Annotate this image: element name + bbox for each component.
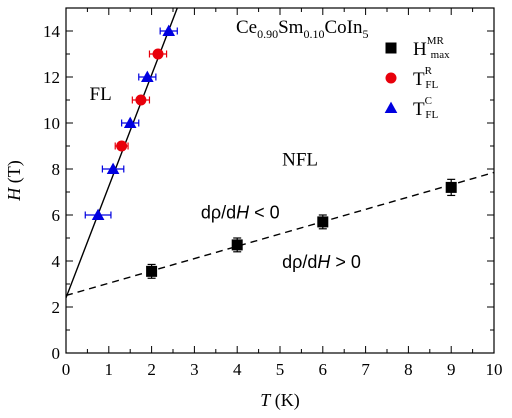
annotation-label: dρ/dH < 0 — [201, 202, 280, 222]
x-tick-label: 8 — [404, 360, 413, 379]
data-point-triangle — [140, 70, 154, 83]
x-tick-label: 7 — [361, 360, 370, 379]
data-point-triangle — [106, 162, 120, 175]
y-tick-label: 2 — [52, 298, 61, 317]
compound-label: Ce0.90Sm0.10CoIn5 — [236, 17, 368, 41]
data-point-triangle — [162, 24, 176, 37]
x-tick-label: 9 — [447, 360, 456, 379]
y-tick-label: 8 — [52, 160, 61, 179]
x-tick-label: 6 — [319, 360, 328, 379]
x-tick-label: 1 — [105, 360, 114, 379]
y-tick-label: 4 — [52, 252, 61, 271]
x-tick-label: 0 — [62, 360, 71, 379]
x-axis-label: T (K) — [260, 390, 300, 411]
y-tick-label: 14 — [43, 22, 61, 41]
data-point-square — [146, 265, 158, 277]
data-point-square — [317, 216, 329, 228]
y-tick-label: 12 — [43, 68, 60, 87]
annotation-label: NFL — [282, 150, 318, 171]
y-tick-label: 0 — [52, 344, 61, 363]
data-point-triangle — [91, 208, 105, 221]
data-point-square — [231, 239, 243, 251]
y-tick-label: 6 — [52, 206, 61, 225]
dashed-fit-line — [66, 171, 494, 297]
annotation-label: dρ/dH > 0 — [282, 252, 361, 272]
legend: HMR max TR FL TC FL — [384, 35, 450, 121]
legend-label: TC FL — [413, 95, 438, 121]
data-point-square — [445, 181, 457, 193]
legend-label: TR FL — [413, 65, 438, 91]
y-tick-label: 10 — [43, 114, 60, 133]
data-point-circle — [152, 48, 164, 60]
annotation-label: FL — [90, 84, 112, 105]
x-tick-label: 3 — [190, 360, 199, 379]
data-points — [84, 24, 457, 279]
legend-marker-triangle — [384, 101, 398, 114]
annotations: FL NFL dρ/dH < 0 dρ/dH > 0 — [90, 84, 361, 272]
data-point-circle — [116, 140, 128, 152]
data-point-circle — [135, 94, 147, 106]
y-axis-label: H (T) — [4, 160, 25, 201]
x-tick-label: 10 — [486, 360, 503, 379]
legend-marker-circle — [385, 72, 397, 84]
data-point-triangle — [123, 116, 137, 129]
legend-marker-square — [385, 42, 397, 54]
x-tick-label: 2 — [147, 360, 156, 379]
legend-label: HMR max — [413, 35, 450, 61]
x-tick-label: 4 — [233, 360, 242, 379]
x-tick-label: 5 — [276, 360, 285, 379]
